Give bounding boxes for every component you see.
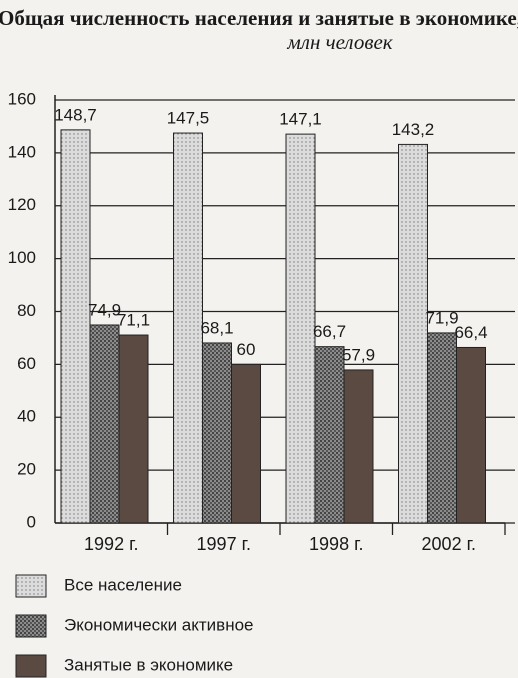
data-label: 74,9 [88, 300, 121, 319]
chart-title: Общая численность населения и занятые в … [0, 6, 518, 30]
bar [314, 346, 345, 524]
bar [343, 369, 374, 524]
data-label: 148,7 [54, 105, 97, 124]
y-tick-label: 40 [17, 407, 36, 426]
x-tick-label: 1998 г. [309, 534, 363, 554]
x-tick-label: 1997 г. [197, 534, 251, 554]
legend-label: Экономически активное [64, 615, 254, 634]
data-label: 71,9 [425, 308, 458, 327]
chart-subtitle: млн человек [286, 30, 392, 54]
bar [456, 346, 486, 524]
data-label: 147,5 [167, 109, 210, 128]
bar [231, 363, 261, 524]
y-tick-label: 120 [8, 195, 36, 214]
y-tick-label: 20 [17, 460, 36, 479]
x-tick-label: 2002 г. [422, 534, 476, 554]
data-label: 68,1 [200, 318, 233, 337]
x-tick-label: 1992 г. [84, 534, 138, 554]
y-tick-label: 60 [17, 354, 36, 373]
data-label: 66,4 [454, 323, 487, 342]
data-label: 71,1 [117, 311, 150, 330]
y-tick-label: 80 [17, 301, 36, 320]
data-label: 143,2 [392, 120, 435, 139]
y-tick-label: 160 [8, 89, 36, 108]
bar [173, 132, 203, 524]
legend-swatch [15, 654, 47, 678]
data-label: 147,1 [279, 110, 322, 129]
bar [427, 332, 457, 524]
legend-label: Все население [64, 575, 182, 594]
bar [398, 143, 428, 524]
y-tick-label: 0 [27, 512, 36, 531]
legend-swatch [15, 574, 47, 598]
y-tick-label: 140 [8, 142, 36, 161]
bar [202, 342, 232, 524]
legend-label: Занятые в экономике [64, 655, 233, 674]
data-label: 60 [237, 340, 256, 359]
bar [60, 129, 91, 524]
data-label: 57,9 [342, 345, 375, 364]
data-label: 66,7 [313, 322, 346, 341]
bar [285, 133, 316, 524]
bar [118, 334, 149, 524]
bar [89, 324, 120, 524]
y-tick-label: 100 [8, 248, 36, 267]
legend-swatch [15, 614, 47, 638]
